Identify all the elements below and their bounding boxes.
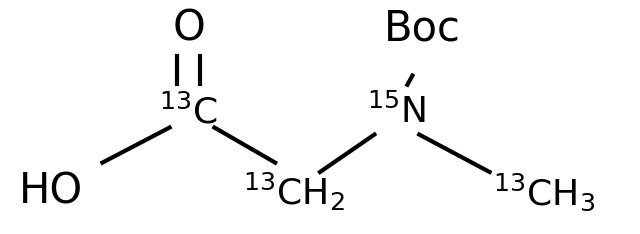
Text: Boc: Boc [384, 7, 461, 49]
Text: O: O [172, 7, 205, 49]
Text: $^{15}$N: $^{15}$N [367, 94, 426, 130]
Text: $^{13}$CH$_2$: $^{13}$CH$_2$ [243, 171, 346, 213]
Text: $^{13}$CH$_3$: $^{13}$CH$_3$ [493, 171, 595, 213]
Text: HO: HO [19, 171, 83, 213]
Text: $^{13}$C: $^{13}$C [159, 94, 218, 130]
